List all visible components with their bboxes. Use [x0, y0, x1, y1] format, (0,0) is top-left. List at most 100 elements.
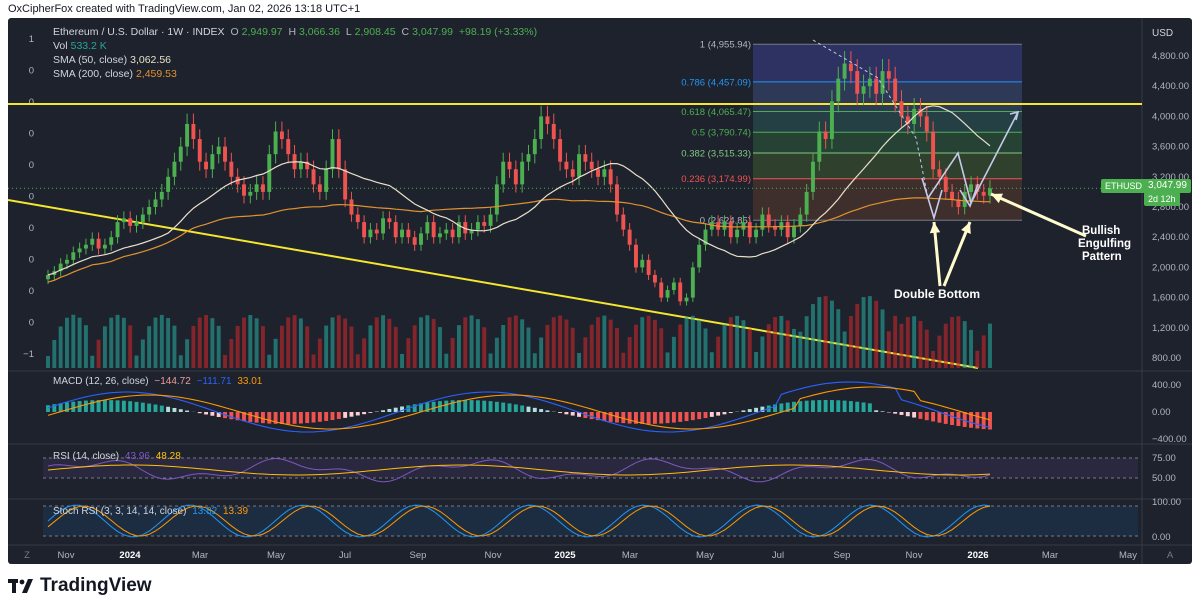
fib-band	[753, 81, 1022, 112]
candle-body	[412, 237, 417, 245]
volume-bar	[494, 337, 499, 368]
bullish-label-3: Pattern	[1082, 251, 1122, 263]
macd-histogram-bar	[855, 401, 860, 412]
candle-body	[456, 222, 461, 238]
time-axis-label: 2025	[554, 550, 576, 561]
time-axis-label: Mar	[192, 550, 208, 561]
close-value: 3,047.99	[412, 26, 453, 38]
volume-label: Vol	[53, 40, 68, 52]
close-label: C	[401, 26, 410, 38]
candle-body	[330, 139, 335, 170]
candle-body	[83, 244, 88, 249]
candle-body	[223, 146, 227, 162]
corner-left-label: Z	[24, 550, 30, 561]
candle-body	[709, 222, 714, 230]
volume-bar	[867, 296, 872, 368]
candle-body	[71, 252, 76, 260]
candle-body	[444, 229, 449, 234]
candle-body	[102, 244, 107, 249]
candle-body	[823, 131, 828, 140]
volume-bar	[709, 352, 714, 368]
legend-sma50-row: SMA (50, close) 3,062.56	[53, 54, 174, 66]
candle-body	[867, 78, 872, 87]
volume-bar	[817, 297, 822, 368]
chart-panel[interactable]: USD 4,800.00 4,400.00 4,000.00 3,600.00 3,200…	[8, 18, 1192, 564]
macd-histogram-bar	[147, 403, 152, 412]
bullish-label-2: Engulfing	[1078, 238, 1131, 250]
volume-bar	[943, 323, 948, 368]
macd-histogram-bar	[627, 412, 632, 424]
macd-axis-tick: −400.00	[1152, 434, 1187, 445]
candle-body	[393, 222, 398, 238]
candle-body	[90, 238, 95, 245]
volume-bar	[684, 317, 689, 368]
sma200-value: 2,459.53	[135, 68, 177, 80]
rsi-line	[47, 457, 991, 483]
macd-histogram-bar	[488, 401, 493, 412]
macd-histogram-bar	[362, 412, 367, 415]
volume-bar	[627, 337, 632, 368]
volume-bar	[324, 325, 329, 368]
volume-bar	[210, 318, 215, 368]
volume-bar	[811, 304, 815, 368]
low-label: L	[345, 26, 352, 38]
candle-body	[469, 229, 474, 234]
candle-body	[210, 154, 215, 170]
candle-body	[109, 237, 114, 245]
macd-histogram-bar	[128, 401, 133, 412]
chart-svg[interactable]: USD 4,800.00 4,400.00 4,000.00 3,600.00 3,200…	[8, 18, 1192, 564]
volume-bar	[596, 317, 600, 368]
candle-body	[697, 244, 702, 268]
left-scale-tick: 0	[29, 160, 34, 171]
fib-level-label: 0 (2,624.85)	[700, 216, 751, 227]
fib-level-label: 1 (4,955.94)	[700, 40, 751, 51]
candle-body	[608, 169, 613, 185]
candle-body	[185, 123, 190, 147]
fib-level-label: 0.786 (4,457.09)	[681, 77, 751, 88]
macd-histogram-bar	[507, 403, 512, 412]
volume-bar	[829, 300, 834, 368]
time-axis-label: Sep	[410, 550, 427, 561]
macd-histogram-bar	[425, 402, 430, 412]
macd-histogram-bar	[678, 412, 683, 422]
time-axis-label: Jul	[772, 550, 784, 561]
macd-histogram-bar	[305, 412, 310, 424]
annotation-arrow	[942, 221, 972, 287]
macd-line	[47, 381, 991, 433]
macd-histogram-bar	[46, 405, 50, 412]
volume-bar	[861, 297, 866, 368]
macd-histogram-bar	[475, 400, 480, 412]
candle-body	[374, 229, 379, 234]
volume-bar	[191, 326, 196, 368]
price-axis-tick: 2,800.00	[1152, 202, 1189, 213]
macd-histogram-bar	[747, 409, 752, 412]
candle-body	[596, 169, 600, 177]
time-axis-label: May	[267, 550, 285, 561]
candle-body	[229, 161, 234, 177]
double-bottom-label: Double Bottom	[894, 287, 980, 301]
macd-histogram-bar	[912, 412, 917, 418]
time-axis-label: Nov	[58, 550, 75, 561]
volume-bar	[558, 315, 563, 368]
macd-histogram-bar	[513, 404, 518, 412]
candle-body	[77, 248, 82, 253]
time-axis-label: Nov	[906, 550, 923, 561]
macd-histogram-bar	[330, 412, 335, 421]
projection-path	[927, 111, 1019, 206]
rsi-axis-tick: 50.00	[1152, 473, 1176, 484]
macd-histogram-bar	[988, 412, 992, 430]
volume-bar	[937, 335, 942, 368]
annotation-arrowhead	[961, 222, 971, 234]
macd-legend: MACD (12, 26, close) −144.72 −111.71 33.…	[53, 376, 265, 387]
macd-histogram-bar	[286, 412, 291, 424]
sma50-value: 3,062.56	[130, 54, 171, 66]
volume-bar	[893, 315, 898, 368]
candle-body	[65, 259, 69, 264]
macd-histogram-bar	[520, 405, 525, 412]
macd-signal-line	[47, 386, 991, 430]
volume-bar	[577, 352, 582, 368]
candle-body	[311, 169, 316, 185]
macd-histogram-bar	[216, 412, 221, 417]
volume-bar	[507, 317, 512, 368]
fib-band	[753, 178, 1022, 221]
